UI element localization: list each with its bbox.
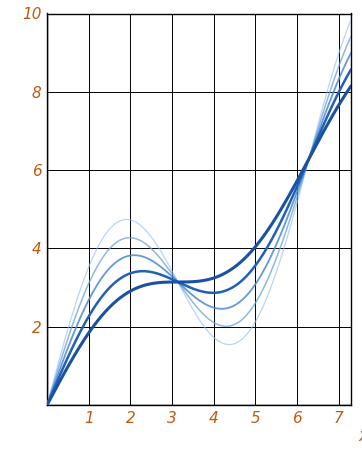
X-axis label: x: x [358,427,362,445]
